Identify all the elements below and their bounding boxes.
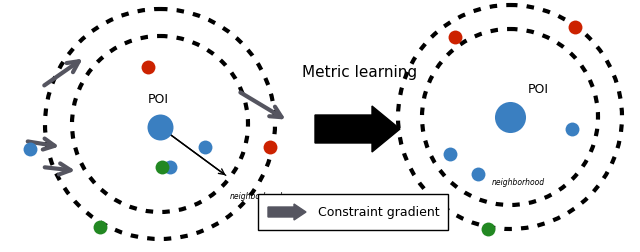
Point bbox=[155, 125, 165, 130]
Text: neighborhood: neighborhood bbox=[230, 191, 283, 200]
Text: neighborhood: neighborhood bbox=[492, 177, 545, 186]
Point bbox=[570, 26, 580, 30]
Point bbox=[143, 66, 153, 70]
Point bbox=[410, 202, 420, 206]
Text: POI: POI bbox=[527, 83, 548, 96]
Point bbox=[473, 172, 483, 176]
Text: Constraint gradient: Constraint gradient bbox=[318, 206, 440, 219]
Point bbox=[95, 225, 105, 229]
Point bbox=[200, 145, 210, 149]
Point bbox=[25, 147, 35, 151]
Text: Metric learning: Metric learning bbox=[303, 65, 417, 80]
Point bbox=[165, 165, 175, 169]
Point bbox=[450, 36, 460, 40]
Point bbox=[483, 227, 493, 231]
Text: POI: POI bbox=[147, 93, 168, 106]
FancyBboxPatch shape bbox=[258, 194, 448, 230]
FancyArrow shape bbox=[315, 107, 400, 152]
Point bbox=[445, 152, 455, 156]
Point bbox=[505, 115, 515, 119]
Point bbox=[265, 145, 275, 149]
Point bbox=[157, 165, 167, 169]
FancyArrow shape bbox=[268, 204, 306, 220]
Point bbox=[567, 128, 577, 132]
